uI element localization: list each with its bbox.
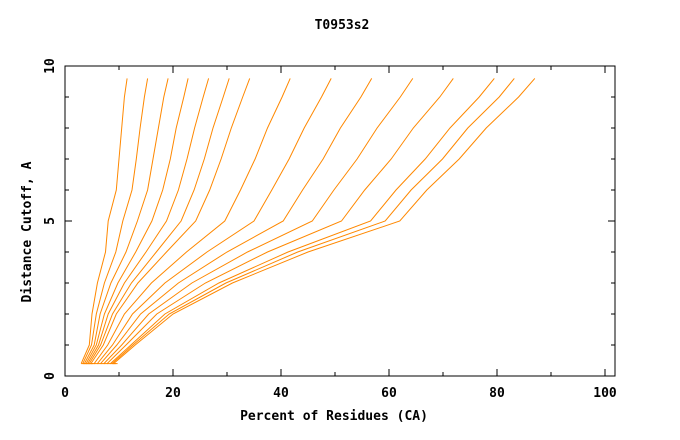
series-line-6: [88, 78, 230, 364]
x-tick-label: 0: [61, 386, 69, 401]
series-line-2: [82, 78, 149, 364]
chart-title: T0953s2: [315, 18, 370, 33]
y-tick-label: 10: [43, 58, 58, 74]
series-line-13: [110, 78, 495, 364]
series-line-10: [100, 78, 373, 364]
series-line-12: [106, 78, 454, 364]
axis-ticks: [64, 65, 615, 377]
x-tick-label: 80: [489, 386, 505, 401]
series-line-1: [80, 78, 128, 364]
x-tick-labels: 0 20 40 60 80 100: [61, 386, 617, 401]
x-tick-label: 100: [593, 386, 617, 401]
y-tick-label: 5: [43, 217, 58, 225]
y-axis-label: Distance Cutoff, A: [20, 161, 35, 302]
x-tick-label: 20: [165, 386, 181, 401]
x-axis-label: Percent of Residues (CA): [240, 409, 428, 424]
y-tick-label: 0: [43, 372, 58, 380]
x-tick-label: 40: [273, 386, 289, 401]
series-line-9: [97, 78, 332, 364]
series-line-7: [90, 78, 251, 364]
series-line-3: [83, 78, 169, 364]
series-line-8: [93, 78, 291, 364]
series-lines: [80, 78, 536, 365]
series-line-11: [103, 78, 414, 364]
series-line-4: [85, 78, 189, 364]
series-line-15: [113, 78, 536, 364]
series-line-5: [87, 78, 210, 364]
series-line-14: [111, 78, 515, 364]
x-tick-label: 60: [381, 386, 397, 401]
y-tick-labels: 0 5 10: [43, 58, 58, 380]
